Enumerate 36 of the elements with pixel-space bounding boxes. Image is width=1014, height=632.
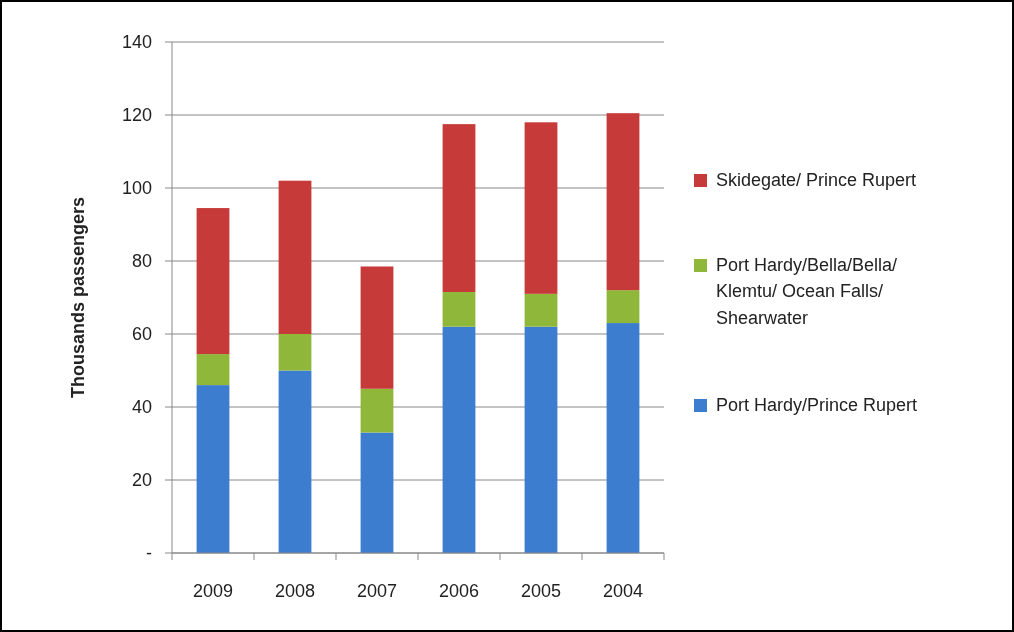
bar [524, 326, 558, 553]
bar [442, 292, 476, 327]
bar [278, 370, 312, 553]
bar [442, 124, 476, 293]
y-tick-label: 20 [131, 470, 152, 491]
y-tick-label: - [146, 543, 152, 564]
legend-label: Skidegate/ Prince Rupert [716, 170, 917, 191]
bar [278, 334, 312, 371]
x-tick-label: 2006 [438, 581, 480, 601]
y-tick-label: 120 [121, 105, 152, 126]
x-tick-label: 2004 [602, 581, 644, 601]
y-tick-label: 80 [131, 251, 152, 272]
bar [606, 290, 640, 324]
y-tick-label: 40 [131, 397, 152, 418]
bar [196, 208, 230, 355]
bar [360, 388, 394, 433]
x-tick-label: 2008 [274, 581, 316, 601]
bar [606, 323, 640, 553]
y-tick-label: 140 [121, 32, 152, 53]
x-tick-label: 2009 [192, 581, 234, 601]
y-axis-title: Thousands passengers [68, 196, 88, 399]
bar [278, 180, 312, 334]
bar [360, 266, 394, 389]
x-tick-label: 2007 [356, 581, 398, 601]
legend-label: Port Hardy/Prince Rupert [716, 395, 918, 416]
bar [360, 432, 394, 553]
bar [606, 113, 640, 291]
bar [442, 326, 476, 553]
y-tick-label: 100 [121, 178, 152, 199]
y-tick-label: 60 [131, 324, 152, 345]
legend-label: Port Hardy/Bella/Bella/ Klemtu/ Ocean Falls/ Shearwater [716, 255, 898, 328]
bar [196, 385, 230, 553]
x-tick-label: 2005 [520, 581, 562, 601]
bar [524, 122, 558, 294]
bar [524, 293, 558, 327]
bar [196, 354, 230, 386]
